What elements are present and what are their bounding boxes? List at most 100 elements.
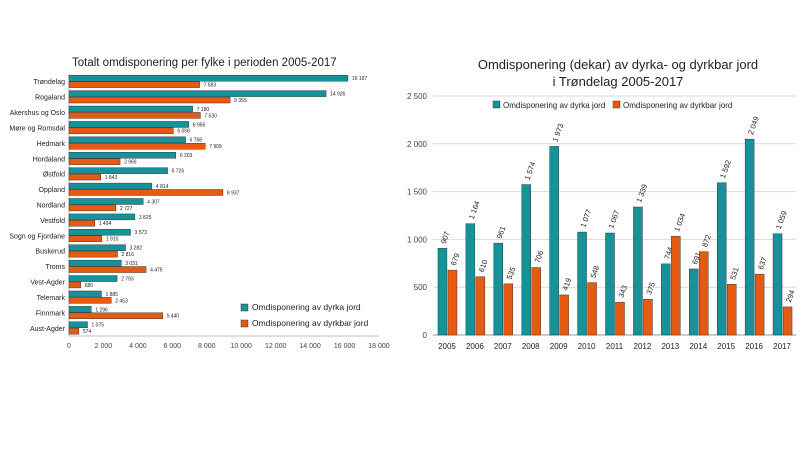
bar-dyrkbar xyxy=(68,235,103,242)
category-label: Sogn og Fjordane xyxy=(9,233,65,240)
data-label: 1 592 xyxy=(718,159,733,180)
x-tick-label: 2011 xyxy=(606,342,624,351)
x-tick-label: 2 000 xyxy=(95,343,113,350)
bar-dyrka xyxy=(68,121,189,128)
bar-dyrkbar xyxy=(68,327,80,335)
data-label: 679 xyxy=(449,252,462,267)
legend-label: Omdisponering av dyrkbar jord xyxy=(252,318,368,328)
bar-dyrka xyxy=(633,206,643,336)
category-label: Rogaland xyxy=(35,95,65,102)
data-label: 2 727 xyxy=(120,206,133,212)
chart-title: Omdisponering (dekar) av dyrka- og dyrkb… xyxy=(478,57,758,72)
bar-dyrka xyxy=(68,244,126,251)
bar-dyrkbar xyxy=(68,112,201,119)
category-label: Vest-Agder xyxy=(30,280,65,287)
x-tick-label: 2010 xyxy=(578,342,596,351)
bar-dyrkbar xyxy=(559,294,569,336)
category-label: Troms xyxy=(45,264,65,271)
bar-dyrkbar xyxy=(531,267,541,336)
data-label: 14 926 xyxy=(330,92,346,98)
data-label: 1 034 xyxy=(672,212,687,233)
data-label: 1 164 xyxy=(467,200,482,221)
bar-dyrkbar xyxy=(503,283,514,336)
data-label: 1 843 xyxy=(105,175,118,181)
bar-dyrkbar xyxy=(475,276,486,336)
x-tick-label: 2017 xyxy=(773,342,791,351)
category-label: Hordaland xyxy=(33,156,65,163)
data-label: 1 067 xyxy=(606,209,621,230)
chart-title: Totalt omdisponering per fylke i periode… xyxy=(72,57,337,69)
data-label: 1 059 xyxy=(774,210,789,231)
data-label: 1 973 xyxy=(551,122,566,143)
category-label: Telemark xyxy=(37,295,66,302)
data-label: 343 xyxy=(616,284,629,299)
data-label: 872 xyxy=(700,233,713,248)
y-tick-label: 2 000 xyxy=(407,140,428,149)
bar-dyrkbar xyxy=(68,220,95,227)
x-tick-label: 2006 xyxy=(466,342,484,351)
data-label: 3 031 xyxy=(125,261,138,267)
bar-dyrkbar xyxy=(754,273,765,336)
bar-dyrkbar xyxy=(68,189,224,196)
yearly-bar-chart: Omdisponering (dekar) av dyrka- og dyrkb… xyxy=(407,57,797,351)
bar-dyrka xyxy=(744,138,755,336)
bar-dyrka xyxy=(465,223,476,336)
data-label: 419 xyxy=(561,277,574,292)
category-label: Hedmark xyxy=(37,141,66,148)
x-tick-label: 2008 xyxy=(522,342,540,351)
bar-dyrkbar xyxy=(68,266,147,273)
data-label: 535 xyxy=(505,266,518,281)
data-label: 8 937 xyxy=(227,190,240,196)
y-tick-label: 0 xyxy=(423,331,428,340)
data-label: 637 xyxy=(756,256,769,271)
data-label: 907 xyxy=(439,230,452,245)
bar-dyrka xyxy=(68,152,177,159)
bar-dyrka xyxy=(68,321,88,328)
category-label: Møre og Romsdal xyxy=(9,125,65,132)
data-label: 7 909 xyxy=(209,144,222,150)
bar-dyrka xyxy=(68,182,153,190)
data-label: 574 xyxy=(83,329,92,335)
data-label: 5 440 xyxy=(167,314,180,320)
x-tick-label: 18 000 xyxy=(368,343,390,350)
bar-dyrkbar xyxy=(68,127,174,135)
bar-dyrka xyxy=(772,233,783,336)
category-label: Trøndelag xyxy=(33,79,65,86)
data-label: 1 075 xyxy=(92,323,105,329)
data-label: 2 816 xyxy=(121,252,134,258)
bar-dyrka xyxy=(521,184,531,336)
county-bar-chart: Totalt omdisponering per fylke i periode… xyxy=(9,57,390,350)
x-tick-label: 12 000 xyxy=(265,343,287,350)
bar-dyrka xyxy=(68,167,168,174)
category-label: Buskerud xyxy=(35,249,65,256)
bar-dyrkbar xyxy=(447,269,458,336)
x-tick-label: 2005 xyxy=(438,342,456,351)
bar-dyrka xyxy=(716,182,727,336)
data-label: 1 574 xyxy=(523,160,538,181)
y-tick-label: 1 000 xyxy=(407,235,428,244)
x-tick-label: 14 000 xyxy=(299,343,321,350)
bar-dyrkbar xyxy=(782,306,793,336)
bar-dyrka xyxy=(68,290,102,298)
bar-dyrka xyxy=(68,90,327,97)
data-label: 294 xyxy=(784,289,797,304)
bar-dyrka xyxy=(68,198,144,205)
data-label: 4 475 xyxy=(150,267,163,273)
data-label: 3 282 xyxy=(130,246,143,252)
bar-dyrkbar xyxy=(643,298,653,336)
data-label: 4 307 xyxy=(147,199,160,205)
bar-dyrkbar xyxy=(68,158,121,165)
x-tick-label: 2015 xyxy=(717,342,735,351)
data-label: 1 077 xyxy=(578,208,593,229)
yearly-chart-panel: Omdisponering (dekar) av dyrka- og dyrkb… xyxy=(400,0,800,461)
x-tick-label: 2007 xyxy=(494,342,512,351)
y-tick-label: 500 xyxy=(414,283,428,292)
bar-dyrkbar xyxy=(726,284,737,336)
bar-dyrkbar xyxy=(68,173,101,181)
data-label: 6 956 xyxy=(193,122,206,128)
chart-subtitle: i Trøndelag 2005-2017 xyxy=(553,74,684,89)
bar-dyrkbar xyxy=(68,312,163,319)
bar-dyrka xyxy=(689,268,699,336)
data-label: 1 296 xyxy=(95,307,108,313)
y-tick-label: 1 500 xyxy=(407,188,428,197)
